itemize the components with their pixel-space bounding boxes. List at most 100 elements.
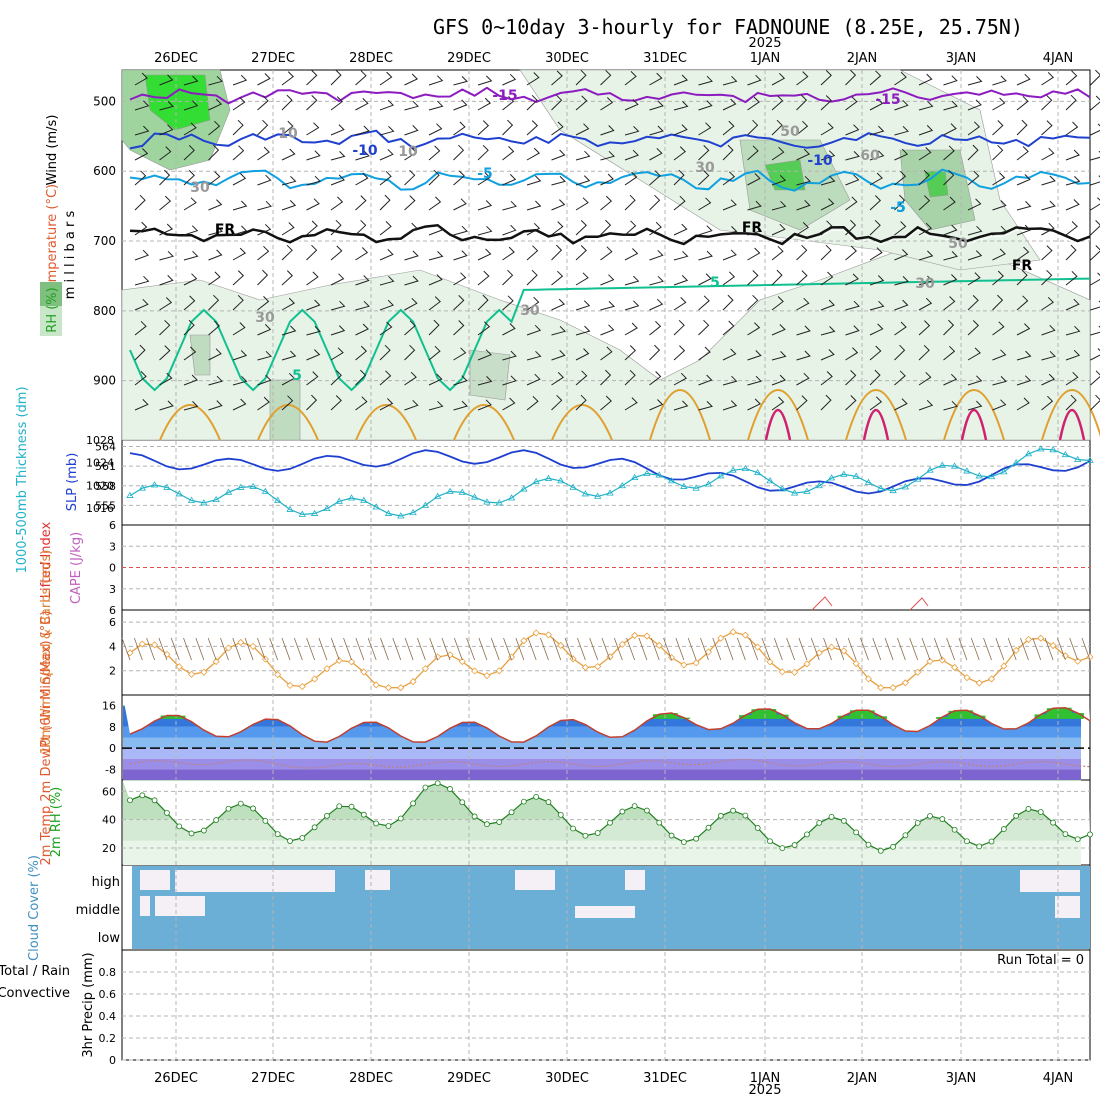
precip-ylabel: 3hr Precip (mm) [81,952,96,1057]
upper-tick-4: 900 [93,374,116,388]
cloud-ylabel: Cloud Cover (%) [27,855,42,961]
cloud-clear-1 [175,870,335,892]
wind-barb [134,170,147,186]
wind10m-barb [466,637,475,661]
wind-barb [183,346,197,361]
wind-barb [477,75,493,86]
pressure-left-tick-0: 564 [95,441,116,454]
wind-barb [453,295,465,311]
contour-label-3: -5 [890,200,906,216]
wind-barb [649,194,661,211]
wind-barb [551,121,564,136]
wind10m-barb [121,637,131,661]
wind-barb [1065,199,1080,211]
wind-barb [281,148,296,161]
wind-barb [967,250,983,261]
wind-barb [575,220,587,236]
wind10m-point [729,628,737,636]
wind-barb [722,400,738,411]
wind-barb [943,224,958,236]
wind10m-point [1086,653,1094,661]
date-label-bottom-7: 2JAN [847,1071,878,1086]
wind-barb [330,174,345,186]
wind10m-point [274,671,282,679]
isotherm-warm-5 [649,389,711,441]
rh2m-point [902,832,909,839]
wind10m-point [237,638,245,646]
wind-barb [575,394,587,411]
wind-barb [943,251,958,261]
thickness-point [298,510,307,517]
wind10m-point [975,679,983,687]
wind10m-barb [207,637,217,661]
wind-barb [551,270,564,286]
wind10m-point [311,675,319,683]
wind10m-point [791,668,799,676]
precip-tick-4: 0 [109,1054,116,1067]
wind-barb [379,299,395,311]
wind-barb [208,400,223,411]
wind-barb [1041,200,1056,211]
wind10m-point [384,684,393,692]
wind-barb [1065,371,1079,386]
wind-barb [306,394,318,411]
wind-barb [453,320,465,336]
wind-barb [306,122,320,136]
year-label-top: 2025 [748,36,781,51]
precip-ylabel-conv: Convective [0,986,70,1001]
rh2m-point [1087,831,1093,838]
thickness-point [889,486,897,494]
thickness-point [249,482,257,489]
wind-barb [771,296,784,311]
wind-barb [159,372,173,386]
wind10m-barb [232,637,242,661]
wind-barb [526,200,542,211]
wind10m-barb [970,637,980,661]
wind-barb [992,225,1007,236]
wind-barb [453,400,468,411]
wind10m-barb [577,637,586,661]
wind-barb [771,324,786,336]
wind-barb [502,397,516,411]
wind-barb [918,250,934,261]
wind-barb [1041,72,1054,86]
wind-barb [747,294,759,311]
wind-barb [1090,175,1100,186]
thickness-point [347,494,356,501]
wind10m-tick-0: 6 [109,616,116,629]
thickness-point [163,483,171,490]
thickness-point [827,474,836,481]
thickness-point [138,484,147,491]
wind10m-barb [897,637,906,661]
rh2m-point [274,831,281,838]
wind-barb [306,150,321,161]
wind10m-point [409,678,417,686]
wind10m-point [914,668,922,676]
fill-layer [121,69,1091,949]
rh-mask [123,781,1090,851]
upper-tick-0: 500 [93,94,116,108]
rh2m-point [1037,809,1044,815]
wind-barb [673,275,689,286]
wind-barb [943,373,958,386]
rh2m-point [754,825,761,831]
wind-barb [477,399,492,411]
date-label-top-9: 4JAN [1043,51,1074,66]
thickness-point [581,490,590,497]
rh2m-point [570,825,576,832]
wind-barb [1016,246,1030,261]
wind10m-point [655,641,663,650]
thickness-point [667,477,676,484]
wind-barb [649,371,662,386]
wind-barb [404,195,416,211]
thickness-point [446,487,454,494]
thickness-point [495,499,503,506]
wind-barb [355,98,369,111]
wind10m-barb [823,637,832,661]
wind10m-point [901,679,909,687]
wind-barb [992,399,1007,411]
date-label-top-6: 1JAN [750,51,781,66]
wind-barb [796,372,810,386]
wind-barb [355,247,369,261]
wind-barb [771,119,783,136]
